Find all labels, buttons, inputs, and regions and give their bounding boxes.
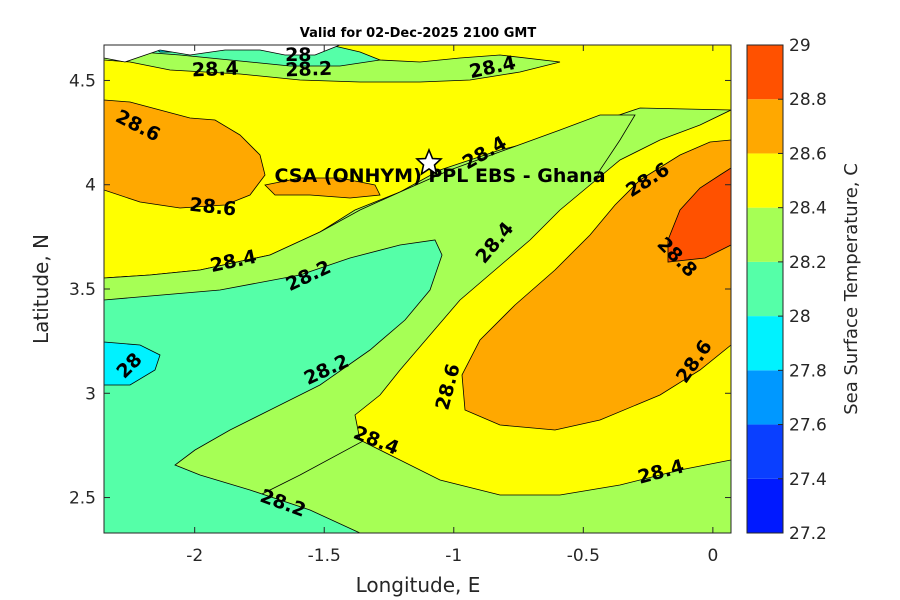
x-tick-label: -0.5 [567,546,600,566]
band-28.6-28.8-east [461,139,731,431]
colorbar-tick-label: 28 [789,307,811,327]
x-tick-label: 0 [707,546,718,566]
colorbar-tick-label: 27.2 [789,524,827,544]
colorbar-segment [747,261,783,317]
y-tick-label: 4.5 [69,71,96,91]
chart-title: Valid for 02-Dec-2025 2100 GMT [300,26,537,41]
x-tick-label: -1 [445,546,462,566]
x-axis-label: Longitude, E [356,573,481,597]
colorbar-segment [747,45,783,100]
colorbar-tick-label: 27.4 [789,470,827,490]
colorbar-label: Sea Surface Temperature, C [841,163,862,415]
y-axis-label: Latitude, N [29,234,53,344]
contour-label: 28 [285,44,311,66]
colorbar-tick-label: 27.6 [789,416,827,436]
y-tick-label: 3 [85,384,96,404]
x-tick-label: -1.5 [308,546,341,566]
band-28-28.2-west [104,239,443,533]
colorbar-tick-label: 28.2 [789,253,827,273]
colorbar-frame [746,44,784,534]
colorbar-segment [747,207,783,262]
site-star-icon [415,147,443,176]
band-27.8-28-west [104,341,161,386]
colorbar-segment [747,424,783,479]
y-tick-label: 2.5 [69,489,96,509]
colorbar-segment [747,316,783,371]
colorbar-tick-label: 28.4 [789,199,827,219]
band-28.6-28.8-west [104,99,266,209]
colorbar-tick-label: 29 [789,36,811,56]
y-tick-label: 4 [85,176,96,196]
colorbar-tick-label: 28.6 [789,144,827,164]
band-28.8-29-east [667,167,731,263]
colorbar-segment [747,478,783,533]
contour-label: 28.2 [285,58,333,82]
colorbar-tick-label: 27.8 [789,361,827,381]
site-label: CSA (ONHYM) PPL EBS - Ghana [274,165,605,187]
band-28.6-28.8-central [264,177,381,199]
y-tick-label: 3.5 [69,280,96,300]
colorbar: 27.2 27.4 27.6 27.8 28 28.2 28.4 28.6 28.8 29 [746,36,827,544]
colorbar-segment [747,370,783,425]
x-axis: -2 -1.5 -1 -0.5 0 [186,45,718,566]
contour-label: 28.6 [188,194,237,221]
colorbar-segment [747,153,783,208]
colorbar-tick-label: 28.8 [789,90,827,110]
y-axis: 2.5 3 3.5 4 4.5 [69,71,731,509]
nodata-north [104,45,341,63]
x-tick-label: -2 [186,546,203,566]
contour-label: 28.4 [192,58,240,82]
colorbar-segment [747,99,783,154]
